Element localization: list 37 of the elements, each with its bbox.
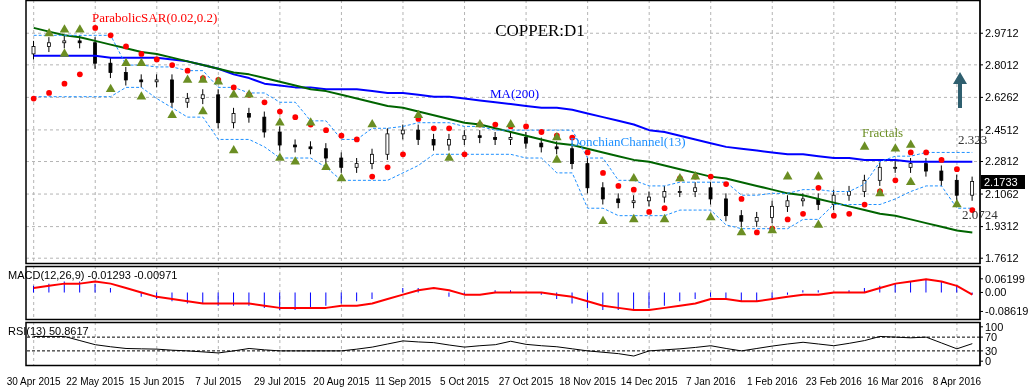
series-label: ParabolicSAR(0.02,0.2)	[92, 10, 218, 25]
y-tick-label: 0.06199	[985, 272, 1025, 285]
x-tick-label: 1 Feb 2016	[746, 376, 798, 387]
x-tick-label: 7 Jul 2015	[195, 376, 242, 387]
y-tick-label: 1.9312	[985, 220, 1019, 233]
x-tick-label: 5 Oct 2015	[440, 376, 490, 387]
series-label: MA(200)	[490, 86, 540, 101]
y-tick-label: 0	[985, 355, 992, 368]
y-tick-label: 0.00	[985, 286, 1007, 299]
x-tick-label: 27 Oct 2015	[498, 376, 554, 387]
x-tick-label: 29 Jul 2015	[254, 376, 307, 387]
y-tick-label: -0.08619	[985, 305, 1029, 318]
y-tick-label: 2.8012	[985, 58, 1019, 71]
x-tick-label: 18 Nov 2015	[559, 376, 617, 387]
y-tick-label: 2.2812	[985, 155, 1019, 168]
series-label: DonchianChannel(13)	[570, 134, 686, 149]
text: COPPER:D1	[495, 21, 585, 40]
x-tick-label: 8 Apr 2016	[932, 376, 982, 387]
series-label: Fractals	[862, 125, 904, 140]
x-tick-label: 7 Jan 2016	[685, 376, 736, 387]
y-tick-label: 2.9712	[985, 27, 1019, 40]
x-tick-label: 20 Aug 2015	[313, 376, 370, 387]
y-tick-label: 100	[985, 320, 1004, 333]
y-tick-label: 2.4512	[985, 123, 1019, 136]
x-tick-label: 11 Sep 2015	[374, 376, 432, 387]
x-tick-label: 14 Dec 2015	[620, 376, 678, 387]
text: 2.1733	[984, 176, 1018, 188]
x-tick-label: 16 Mar 2016	[867, 376, 924, 387]
x-tick-label: 23 Feb 2016	[805, 376, 863, 387]
y-tick-label: 1.7612	[985, 252, 1019, 265]
x-tick-label: 15 Jun 2015	[129, 376, 185, 387]
y-tick-label: 2.6262	[985, 91, 1019, 104]
x-tick-label: 30 Apr 2015	[6, 376, 62, 387]
y-tick-label: 70	[985, 331, 998, 344]
y-tick-label: 2.1062	[985, 187, 1019, 200]
y-tick-label: 30	[985, 344, 998, 357]
x-tick-label: 22 May 2015	[66, 376, 125, 387]
